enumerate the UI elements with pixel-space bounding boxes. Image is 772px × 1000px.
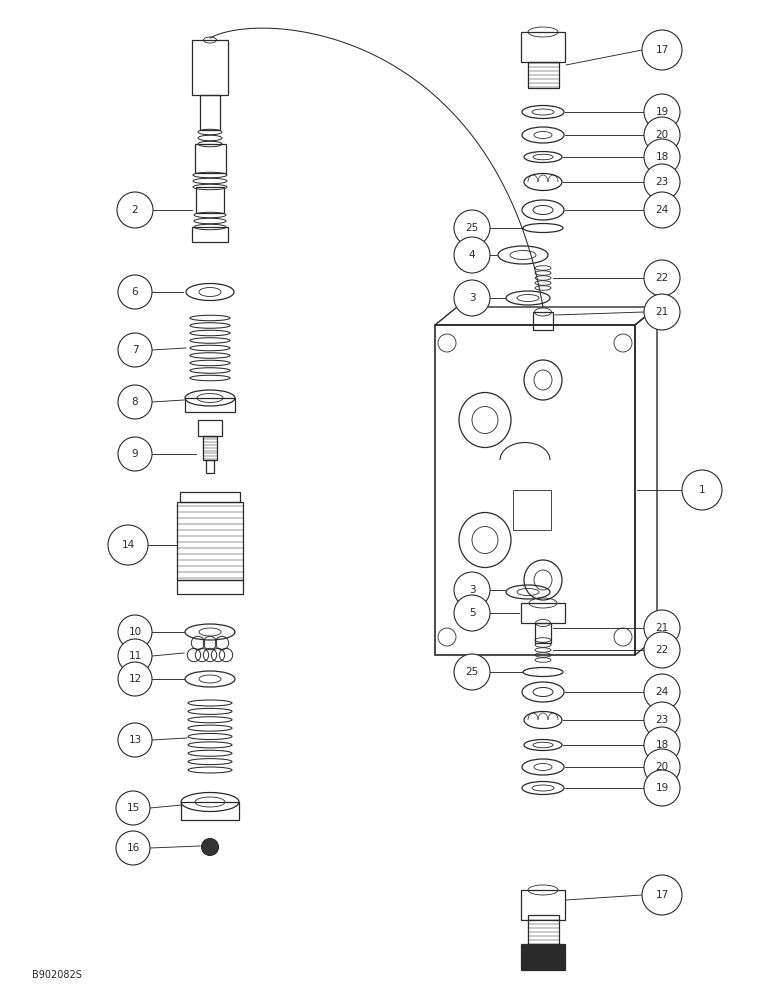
Bar xyxy=(521,32,565,62)
Text: 7: 7 xyxy=(132,345,138,355)
Circle shape xyxy=(118,723,152,757)
Circle shape xyxy=(454,210,490,246)
Bar xyxy=(535,623,551,643)
Text: 18: 18 xyxy=(655,740,669,750)
Bar xyxy=(513,490,551,530)
Circle shape xyxy=(642,30,682,70)
Text: 20: 20 xyxy=(655,130,669,140)
Circle shape xyxy=(201,838,218,856)
Bar xyxy=(180,492,240,502)
Text: 22: 22 xyxy=(655,273,669,283)
Bar xyxy=(177,502,243,580)
Text: B902082S: B902082S xyxy=(32,970,82,980)
Text: 18: 18 xyxy=(655,152,669,162)
Circle shape xyxy=(116,791,150,825)
Bar xyxy=(521,944,565,970)
Bar xyxy=(195,144,225,173)
Circle shape xyxy=(644,164,680,200)
Bar xyxy=(198,420,222,436)
Circle shape xyxy=(644,674,680,710)
Text: 12: 12 xyxy=(128,674,141,684)
Text: 6: 6 xyxy=(132,287,138,297)
Text: 25: 25 xyxy=(466,667,479,677)
Bar xyxy=(177,580,243,594)
Circle shape xyxy=(116,831,150,865)
Circle shape xyxy=(644,749,680,785)
Circle shape xyxy=(454,654,490,690)
Bar xyxy=(203,436,217,460)
Circle shape xyxy=(118,275,152,309)
Bar xyxy=(527,62,558,88)
Bar xyxy=(200,95,220,130)
Text: 2: 2 xyxy=(132,205,138,215)
Circle shape xyxy=(118,662,152,696)
Text: 8: 8 xyxy=(132,397,138,407)
Text: 23: 23 xyxy=(655,177,669,187)
Circle shape xyxy=(454,280,490,316)
Circle shape xyxy=(644,632,680,668)
Circle shape xyxy=(644,294,680,330)
Text: 17: 17 xyxy=(655,890,669,900)
Bar xyxy=(521,603,565,623)
Text: 4: 4 xyxy=(469,250,476,260)
Circle shape xyxy=(118,639,152,673)
Circle shape xyxy=(644,260,680,296)
Text: 23: 23 xyxy=(655,715,669,725)
Circle shape xyxy=(118,437,152,471)
Text: 1: 1 xyxy=(699,485,706,495)
Bar xyxy=(527,915,558,945)
Text: 25: 25 xyxy=(466,223,479,233)
Text: 21: 21 xyxy=(655,307,669,317)
Circle shape xyxy=(644,192,680,228)
Text: 24: 24 xyxy=(655,687,669,697)
Circle shape xyxy=(118,333,152,367)
Text: 11: 11 xyxy=(128,651,141,661)
Text: 21: 21 xyxy=(655,623,669,633)
Circle shape xyxy=(108,525,148,565)
Text: 3: 3 xyxy=(469,293,476,303)
Circle shape xyxy=(117,192,153,228)
Circle shape xyxy=(642,875,682,915)
Text: 9: 9 xyxy=(132,449,138,459)
Text: 19: 19 xyxy=(655,107,669,117)
Bar xyxy=(185,398,235,412)
Bar xyxy=(192,227,228,242)
Circle shape xyxy=(644,117,680,153)
Circle shape xyxy=(454,237,490,273)
Bar xyxy=(533,312,553,330)
Text: 22: 22 xyxy=(655,645,669,655)
Circle shape xyxy=(644,94,680,130)
Circle shape xyxy=(682,470,722,510)
Bar xyxy=(181,802,239,820)
Bar xyxy=(435,325,635,655)
Circle shape xyxy=(644,139,680,175)
Text: 17: 17 xyxy=(655,45,669,55)
Circle shape xyxy=(644,702,680,738)
Text: 15: 15 xyxy=(127,803,140,813)
Text: 16: 16 xyxy=(127,843,140,853)
Circle shape xyxy=(454,595,490,631)
Text: 13: 13 xyxy=(128,735,141,745)
Bar xyxy=(521,890,565,920)
Circle shape xyxy=(644,610,680,646)
Text: 14: 14 xyxy=(121,540,134,550)
Circle shape xyxy=(644,727,680,763)
Circle shape xyxy=(118,615,152,649)
Circle shape xyxy=(118,385,152,419)
Text: 5: 5 xyxy=(469,608,476,618)
Circle shape xyxy=(454,572,490,608)
Text: 19: 19 xyxy=(655,783,669,793)
Text: 3: 3 xyxy=(469,585,476,595)
Bar xyxy=(192,40,228,95)
Text: 20: 20 xyxy=(655,762,669,772)
Text: 24: 24 xyxy=(655,205,669,215)
Text: 10: 10 xyxy=(128,627,141,637)
Bar xyxy=(196,187,224,213)
Bar xyxy=(206,460,214,473)
Circle shape xyxy=(644,770,680,806)
